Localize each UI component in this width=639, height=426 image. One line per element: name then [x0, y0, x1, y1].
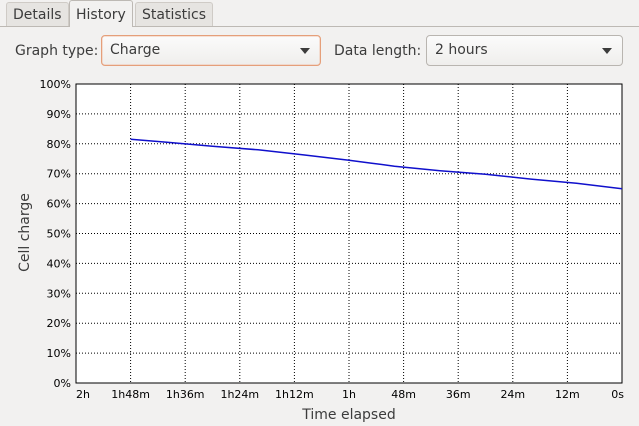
- x-tick-label: 2h: [76, 388, 90, 401]
- x-tick-label: 36m: [446, 388, 471, 401]
- y-tick-label: 50%: [47, 228, 71, 241]
- x-tick-label: 1h24m: [220, 388, 259, 401]
- x-tick-label: 1h: [342, 388, 356, 401]
- y-tick-label: 10%: [47, 347, 71, 360]
- tab-divider: [0, 26, 639, 27]
- y-axis-label: Cell charge: [17, 193, 33, 272]
- graph-type-combo[interactable]: Charge: [101, 35, 321, 66]
- y-tick-label: 70%: [47, 168, 71, 181]
- graph-type-label: Graph type:: [15, 43, 99, 59]
- data-length-value: 2 hours: [435, 42, 488, 58]
- y-tick-label: 0%: [54, 377, 71, 390]
- tab-history[interactable]: History: [69, 0, 133, 27]
- x-axis-label: Time elapsed: [301, 407, 395, 423]
- x-tick-label: 1h48m: [111, 388, 150, 401]
- y-tick-label: 40%: [47, 257, 71, 270]
- x-tick-label: 1h36m: [166, 388, 205, 401]
- y-tick-label: 90%: [47, 108, 71, 121]
- x-tick-label: 48m: [391, 388, 416, 401]
- tab-details[interactable]: Details: [6, 2, 69, 27]
- y-tick-label: 100%: [40, 78, 71, 91]
- plot-border: [75, 83, 623, 384]
- x-tick-label: 0s: [611, 388, 624, 401]
- history-chart: 2h 1h48m 1h36m 1h24m 1h12m 1h 48m 36m 24m 12m 0s 0…: [0, 72, 639, 426]
- x-tick-label: 24m: [500, 388, 525, 401]
- history-chart-svg: 2h 1h48m 1h36m 1h24m 1h12m 1h 48m 36m 24m 12m 0s 0…: [17, 78, 624, 423]
- y-tick-label: 20%: [47, 317, 71, 330]
- charge-series-line: [130, 138, 623, 190]
- x-tick-label: 1h12m: [275, 388, 314, 401]
- data-length-label: Data length:: [334, 43, 422, 59]
- chevron-down-icon: [602, 48, 612, 54]
- tab-bar: Details History Statistics: [0, 0, 639, 27]
- y-tick-label: 60%: [47, 198, 71, 211]
- x-tick-label: 12m: [555, 388, 580, 401]
- y-tick-label: 80%: [47, 138, 71, 151]
- data-length-combo[interactable]: 2 hours: [426, 35, 623, 66]
- y-tick-label: 30%: [47, 287, 71, 300]
- chevron-down-icon: [300, 48, 310, 54]
- tab-statistics[interactable]: Statistics: [135, 2, 213, 27]
- graph-type-value: Charge: [110, 42, 161, 58]
